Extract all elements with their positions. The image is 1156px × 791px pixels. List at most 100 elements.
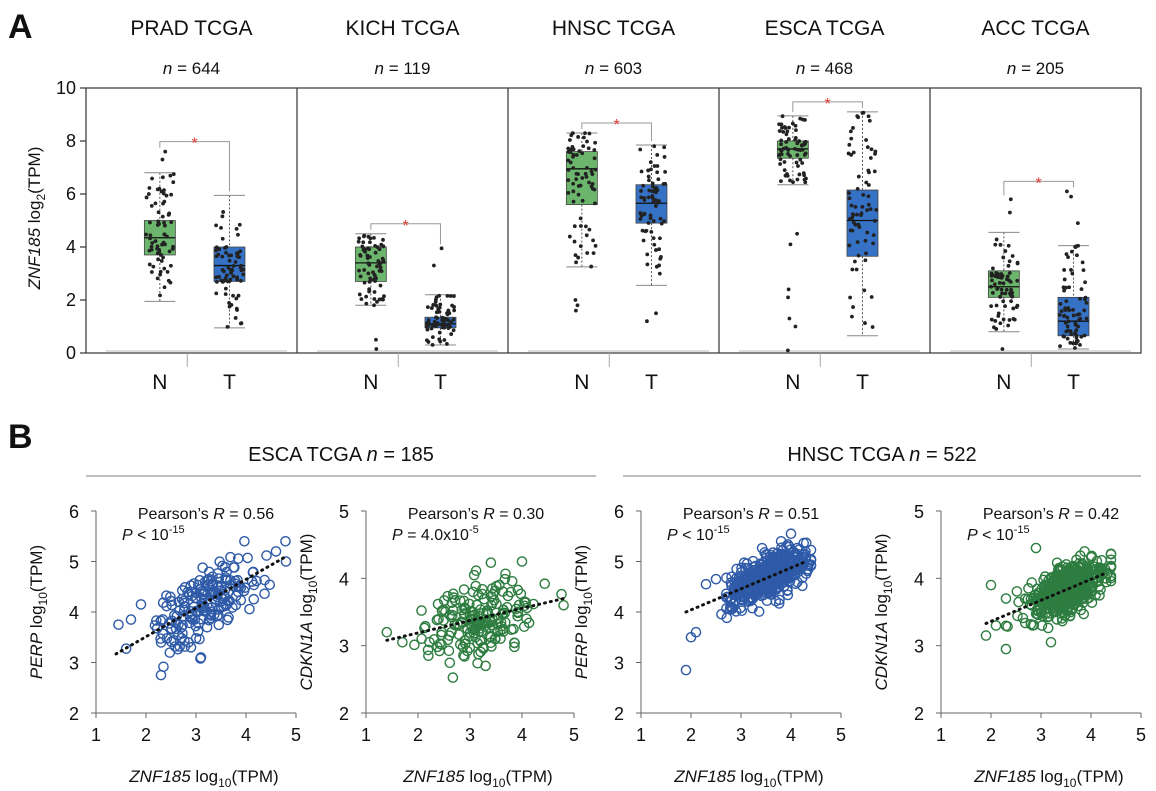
sample-point [227,258,232,263]
sample-point [593,243,598,248]
sample-point [566,158,571,163]
pearson-r-value: = 0.30 [495,506,544,523]
sample-point [1058,344,1062,349]
sample-point [444,317,449,322]
sample-point [1068,340,1073,345]
outlier-point [374,347,379,351]
scatter-y-tick-label: 3 [614,654,624,674]
sample-point [236,232,240,237]
sample-point [1007,318,1012,322]
sample-point [451,328,456,333]
pearson-r-label: Pearson’s R = 0.30 [408,506,544,523]
sample-point [1062,334,1067,339]
sample-point [358,253,363,258]
scatter-x-tick-label: 4 [1086,725,1096,745]
sample-point [571,152,576,157]
sample-point [593,140,598,145]
sample-point [793,135,798,140]
sample-point [1078,316,1083,321]
sample-point [155,244,160,249]
sample-point [866,194,871,199]
box-t [424,316,457,329]
sample-point [654,248,658,252]
cohort-group: ACC TCGA n = 205 N T * [929,17,1131,394]
scatter-section-title: ESCA TCGA n = 185 [248,444,434,466]
panel-a-y-tick-label: 10 [56,78,76,98]
scatter-point [726,571,737,583]
cohort-title: ACC TCGA [981,17,1089,40]
sample-point [578,244,583,249]
scatter-point [756,542,768,554]
sample-point [639,195,644,200]
sample-point [372,272,377,277]
sample-point [237,255,241,260]
pearson-r-symbol: R [483,506,495,523]
scatter-point [770,552,781,563]
sample-point [1057,313,1062,317]
scatter-section-cohort: HNSC TCGA [787,444,909,466]
sample-point [1003,291,1008,296]
sample-point [793,123,798,128]
sample-point [158,293,162,298]
scatter-point [164,647,176,658]
sample-point [234,251,239,256]
panel-a-y-axis-gene: ZNF185 [25,227,44,290]
sample-point [662,155,667,159]
scatter-point [166,623,177,634]
scatter-point [212,591,223,603]
sample-point [798,157,803,162]
sample-point [171,172,176,177]
outlier-point [1064,189,1069,194]
sample-point [777,129,782,133]
sample-point [566,178,571,183]
scatter-point [739,592,751,604]
sample-point [144,195,149,200]
scatter-point [716,608,727,620]
sample-point [1003,249,1008,253]
sample-point [434,295,439,300]
sample-point [1015,303,1020,308]
sample-point [790,121,795,126]
sample-point [437,337,442,342]
sample-point [146,192,151,196]
sample-point [239,321,244,326]
scatter-point [749,572,761,584]
sample-point [646,168,651,173]
sample-point [1006,263,1011,268]
sample-point [576,172,580,177]
sample-point [219,226,223,230]
sample-point [1064,299,1069,304]
p-value-exponent: -5 [469,524,479,536]
sample-point [850,212,855,217]
sample-point [872,169,877,174]
sample-point [368,240,372,245]
scatter-point [726,601,738,613]
sample-point [1008,279,1013,284]
scatter-point [248,579,260,591]
scatter-point [775,536,787,547]
sample-point [366,234,371,239]
sample-point [786,147,790,152]
sample-point [997,281,1002,285]
scatter-point [1068,574,1079,586]
scatter-point [1061,590,1073,602]
sample-point [364,294,369,299]
sample-point [1073,346,1077,350]
sample-point [572,239,577,244]
scatter-point [438,595,450,606]
outlier-point [575,303,580,308]
sample-point [1065,336,1070,341]
sample-point [231,264,236,268]
sample-point [147,262,152,267]
scatter-point [464,627,476,639]
cohort-n-value: = 644 [172,59,220,78]
sample-point [792,146,797,151]
sample-point [149,270,154,274]
sample-point [434,315,438,320]
sample-point [1062,313,1067,318]
sample-point [591,238,595,243]
